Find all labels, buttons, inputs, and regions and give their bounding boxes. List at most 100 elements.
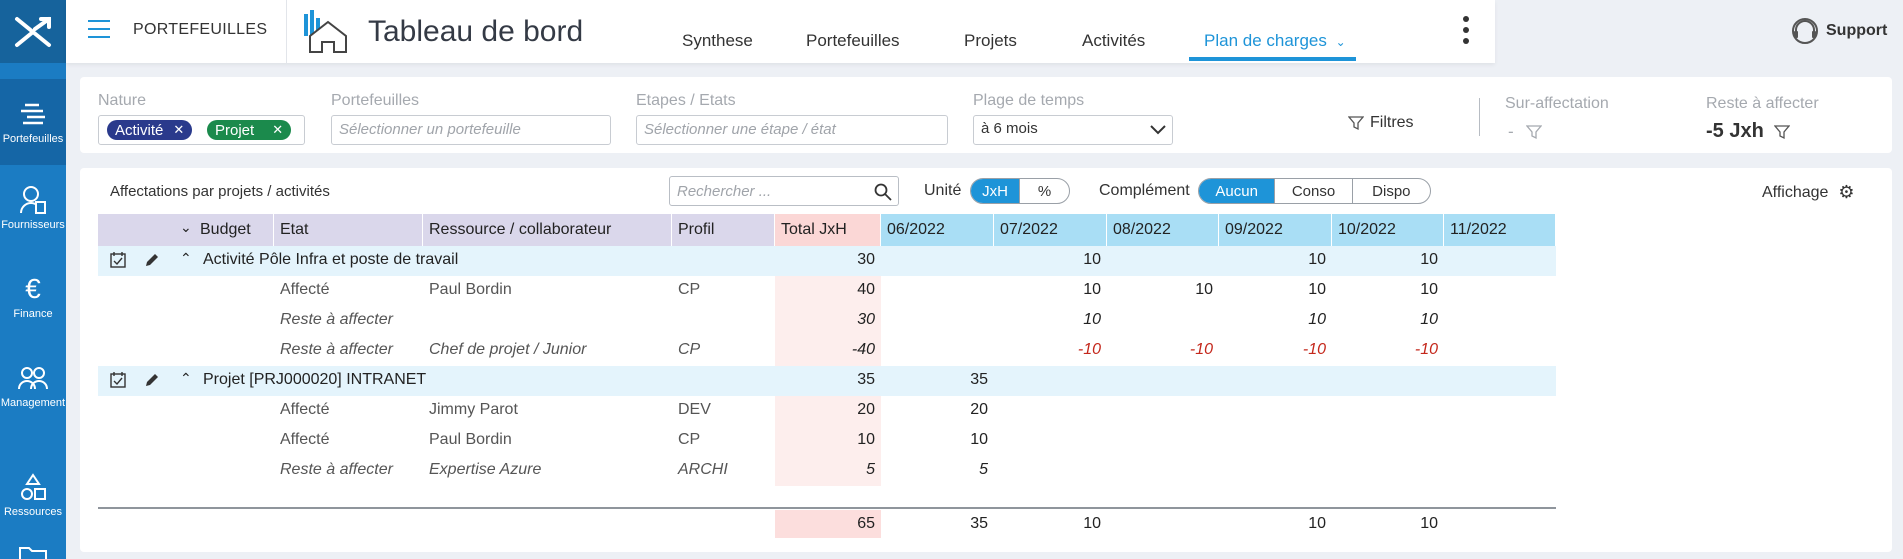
- header-etat[interactable]: Etat: [274, 214, 423, 246]
- cell-profil: ARCHI: [678, 461, 728, 478]
- cell-month-value: 5: [979, 461, 988, 478]
- complement-option-aucun[interactable]: Aucun: [1199, 179, 1276, 203]
- header-month[interactable]: 06/2022: [881, 214, 994, 246]
- chip-projet[interactable]: Projet ✕: [207, 120, 292, 140]
- sidebar-item-label: Ressources: [3, 506, 63, 518]
- close-icon[interactable]: ✕: [173, 122, 185, 137]
- header-label: Budget: [200, 221, 251, 238]
- chevron-up-icon[interactable]: ⌃: [180, 370, 192, 386]
- app-logo[interactable]: [0, 0, 66, 63]
- cell-month-value: 10: [970, 431, 988, 448]
- resources-icon: [18, 472, 48, 502]
- cell-total: 40: [857, 281, 875, 298]
- complement-option-conso[interactable]: Conso: [1275, 179, 1353, 203]
- totals-month: 10: [1308, 515, 1326, 532]
- header-month[interactable]: 07/2022: [994, 214, 1107, 246]
- chevron-down-icon: ⌄: [1335, 35, 1346, 49]
- search-icon[interactable]: [874, 183, 892, 201]
- sidebar-item-portefeuilles[interactable]: Portefeuilles: [0, 79, 66, 165]
- header-ressource[interactable]: Ressource / collaborateur: [423, 214, 672, 246]
- header-profil[interactable]: Profil: [672, 214, 775, 246]
- gear-icon: ⚙: [1838, 182, 1855, 202]
- sidebar-item-fournisseurs[interactable]: Fournisseurs: [0, 165, 66, 251]
- unite-option-jxh[interactable]: JxH: [971, 179, 1021, 203]
- cell-profil: CP: [678, 341, 701, 358]
- cell-profil: CP: [678, 281, 701, 298]
- expand-all-icon[interactable]: ⌄: [180, 219, 192, 235]
- cell-etat: Affecté: [280, 401, 330, 418]
- reste-label: Reste à affecter: [1706, 95, 1819, 112]
- folder-icon[interactable]: [18, 546, 48, 559]
- cell-total: 10: [857, 431, 875, 448]
- chip-label: Activité: [115, 121, 164, 139]
- divider: [286, 0, 287, 63]
- tab-synthese[interactable]: Synthese: [682, 31, 753, 50]
- sidebar-item-ressources[interactable]: Ressources: [0, 452, 66, 538]
- filter-icon[interactable]: [1525, 124, 1542, 140]
- cell-total: 30: [857, 311, 875, 328]
- sidebar-item-finance[interactable]: € Finance: [0, 254, 66, 340]
- header-month[interactable]: 08/2022: [1107, 214, 1219, 246]
- sidebar: Portefeuilles Fournisseurs € Finance Man…: [0, 0, 66, 559]
- complement-toggle: Aucun Conso Dispo: [1198, 178, 1431, 204]
- group-total: 35: [857, 371, 875, 388]
- etapes-label: Etapes / Etats: [636, 92, 736, 109]
- pink-total-footer: [775, 510, 881, 538]
- filtres-button[interactable]: Filtres: [1348, 114, 1414, 132]
- cell-month-value: 10: [1083, 311, 1101, 328]
- search-input[interactable]: Rechercher ...: [669, 176, 899, 206]
- unite-option-percent[interactable]: %: [1037, 182, 1052, 200]
- filter-icon[interactable]: [1773, 124, 1790, 140]
- dashboard-home-icon[interactable]: [300, 8, 348, 59]
- chip-activite[interactable]: Activité ✕: [107, 120, 193, 140]
- nature-select[interactable]: Activité ✕ Projet ✕: [98, 115, 305, 145]
- cell-ressource: Expertise Azure: [429, 461, 542, 478]
- header-total[interactable]: Total JxH: [775, 214, 881, 246]
- cell-month-value: -10: [1302, 341, 1326, 358]
- cell-month-value: 10: [1308, 311, 1326, 328]
- sidebar-item-management[interactable]: Management: [0, 343, 66, 429]
- cell-ressource: Paul Bordin: [429, 281, 512, 298]
- calendar-check-icon[interactable]: [110, 372, 126, 393]
- supplier-icon: [18, 185, 48, 215]
- affichage-button[interactable]: Affichage ⚙: [1762, 182, 1855, 203]
- logo-icon: [15, 16, 51, 47]
- etapes-input[interactable]: Sélectionner une étape / état: [636, 115, 948, 145]
- tab-projets[interactable]: Projets: [964, 31, 1017, 50]
- chevron-up-icon[interactable]: ⌃: [180, 250, 192, 266]
- menu-icon[interactable]: [88, 20, 110, 40]
- header-budget[interactable]: ⌄ Budget: [98, 214, 274, 246]
- edit-icon[interactable]: [144, 252, 160, 273]
- table-row: Affecté Jimmy Parot DEV 20 20: [98, 396, 1556, 426]
- group-total: 30: [857, 251, 875, 268]
- calendar-check-icon[interactable]: [110, 252, 126, 273]
- header-month[interactable]: 11/2022: [1444, 214, 1556, 246]
- more-options-icon[interactable]: [1463, 16, 1469, 49]
- cell-ressource: Paul Bordin: [429, 431, 512, 448]
- cell-ressource: Chef de projet / Junior: [429, 341, 587, 358]
- tab-portefeuilles[interactable]: Portefeuilles: [806, 31, 900, 50]
- header-month[interactable]: 09/2022: [1219, 214, 1332, 246]
- unite-label: Unité: [924, 182, 962, 199]
- tab-plan-de-charges[interactable]: Plan de charges ⌄: [1204, 31, 1346, 51]
- portefeuilles-input[interactable]: Sélectionner un portefeuille: [331, 115, 611, 145]
- close-icon[interactable]: ✕: [272, 122, 284, 137]
- totals-month: 35: [970, 515, 988, 532]
- filtres-label: Filtres: [1370, 114, 1414, 131]
- group-row[interactable]: ⌃ Projet [PRJ000020] INTRANET 35 35: [98, 366, 1556, 396]
- totals-month: 10: [1083, 515, 1101, 532]
- group-row[interactable]: ⌃ Activité Pôle Infra et poste de travail…: [98, 246, 1556, 276]
- complement-option-dispo[interactable]: Dispo: [1372, 182, 1411, 200]
- section-title: Affectations par projets / activités: [110, 183, 330, 200]
- totals-month: 10: [1420, 515, 1438, 532]
- edit-icon[interactable]: [144, 372, 160, 393]
- header-month[interactable]: 10/2022: [1332, 214, 1444, 246]
- support-button[interactable]: Support: [1790, 16, 1887, 46]
- plage-select[interactable]: à 6 mois: [973, 115, 1173, 145]
- group-month-value: 10: [1083, 251, 1101, 268]
- group-month-value: 10: [1420, 251, 1438, 268]
- table-row: Affecté Paul Bordin CP 10 10: [98, 426, 1556, 456]
- tab-label: Plan de charges: [1204, 31, 1327, 50]
- tab-activites[interactable]: Activités: [1082, 31, 1146, 50]
- page-title: Tableau de bord: [368, 15, 584, 48]
